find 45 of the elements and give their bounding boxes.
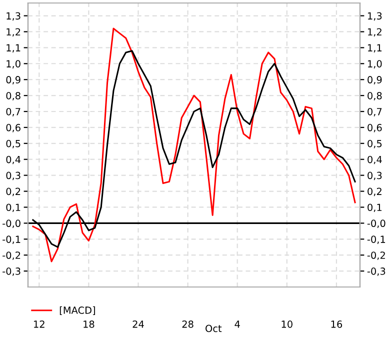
x-tick-label: 16 xyxy=(331,320,342,328)
y2-tick-label: 0,4 xyxy=(368,156,382,164)
y2-tick-label: 0,9 xyxy=(368,76,382,84)
legend-label: [MACD] xyxy=(60,306,96,316)
y-tick-label: 0,8 xyxy=(6,92,20,100)
y-tick-label: 0,7 xyxy=(6,108,20,116)
y2-tick-label: 0,6 xyxy=(368,124,382,132)
y2-tick-label: 0,3 xyxy=(368,172,382,180)
x-tick-label: 12 xyxy=(34,320,44,328)
y-tick-label: 0,6 xyxy=(6,124,20,132)
y2-tick-label: 1,1 xyxy=(368,44,382,52)
y-tick-label: -0,1 xyxy=(2,236,20,244)
y-tick-label: 0,4 xyxy=(6,156,21,164)
line-series xyxy=(32,50,356,248)
y-tick-label: 0,5 xyxy=(6,140,20,148)
x-tick-label: 18 xyxy=(84,320,94,328)
y2-tick-label: 0,1 xyxy=(368,204,382,212)
y-tick-label: 1,1 xyxy=(6,44,20,52)
y-tick-label: 0,9 xyxy=(6,76,20,84)
y2-tick-label: 1,3 xyxy=(368,12,382,21)
x-tick-label: 10 xyxy=(282,320,292,328)
y-tick-label: -0,0 xyxy=(2,220,20,228)
y2-tick-label: 0,5 xyxy=(368,140,382,148)
y2-tick-label: 1,0 xyxy=(368,60,382,68)
x-tick-label: 4 xyxy=(234,320,240,328)
y2-tick-label: 0,2 xyxy=(368,188,382,196)
y2-tick-label: 1,2 xyxy=(368,28,382,37)
y2-tick-label: 0,7 xyxy=(368,108,382,116)
y-tick-label: 0,2 xyxy=(6,188,20,196)
y-tick-label: 0,3 xyxy=(6,172,20,180)
y-tick-label: 1,3 xyxy=(6,12,20,21)
x-tick-label: 28 xyxy=(182,320,194,328)
y-tick-label: 0,1 xyxy=(6,204,20,212)
y2-tick-label: 0,8 xyxy=(368,92,382,100)
text: Oct xyxy=(206,324,222,332)
y-tick-label: -0,2 xyxy=(2,252,20,260)
y2-tick-label: -0,0 xyxy=(367,220,386,228)
y2-tick-label: -0,3 xyxy=(367,268,386,276)
y-tick-label: 1,2 xyxy=(6,28,20,37)
y-tick-label: -0,3 xyxy=(2,268,20,276)
x-tick-label: 24 xyxy=(132,320,144,328)
line-series xyxy=(32,28,356,262)
y2-tick-label: -0,1 xyxy=(367,236,386,244)
y-tick-label: 1,0 xyxy=(6,60,20,68)
y2-tick-label: -0,2 xyxy=(367,252,385,260)
